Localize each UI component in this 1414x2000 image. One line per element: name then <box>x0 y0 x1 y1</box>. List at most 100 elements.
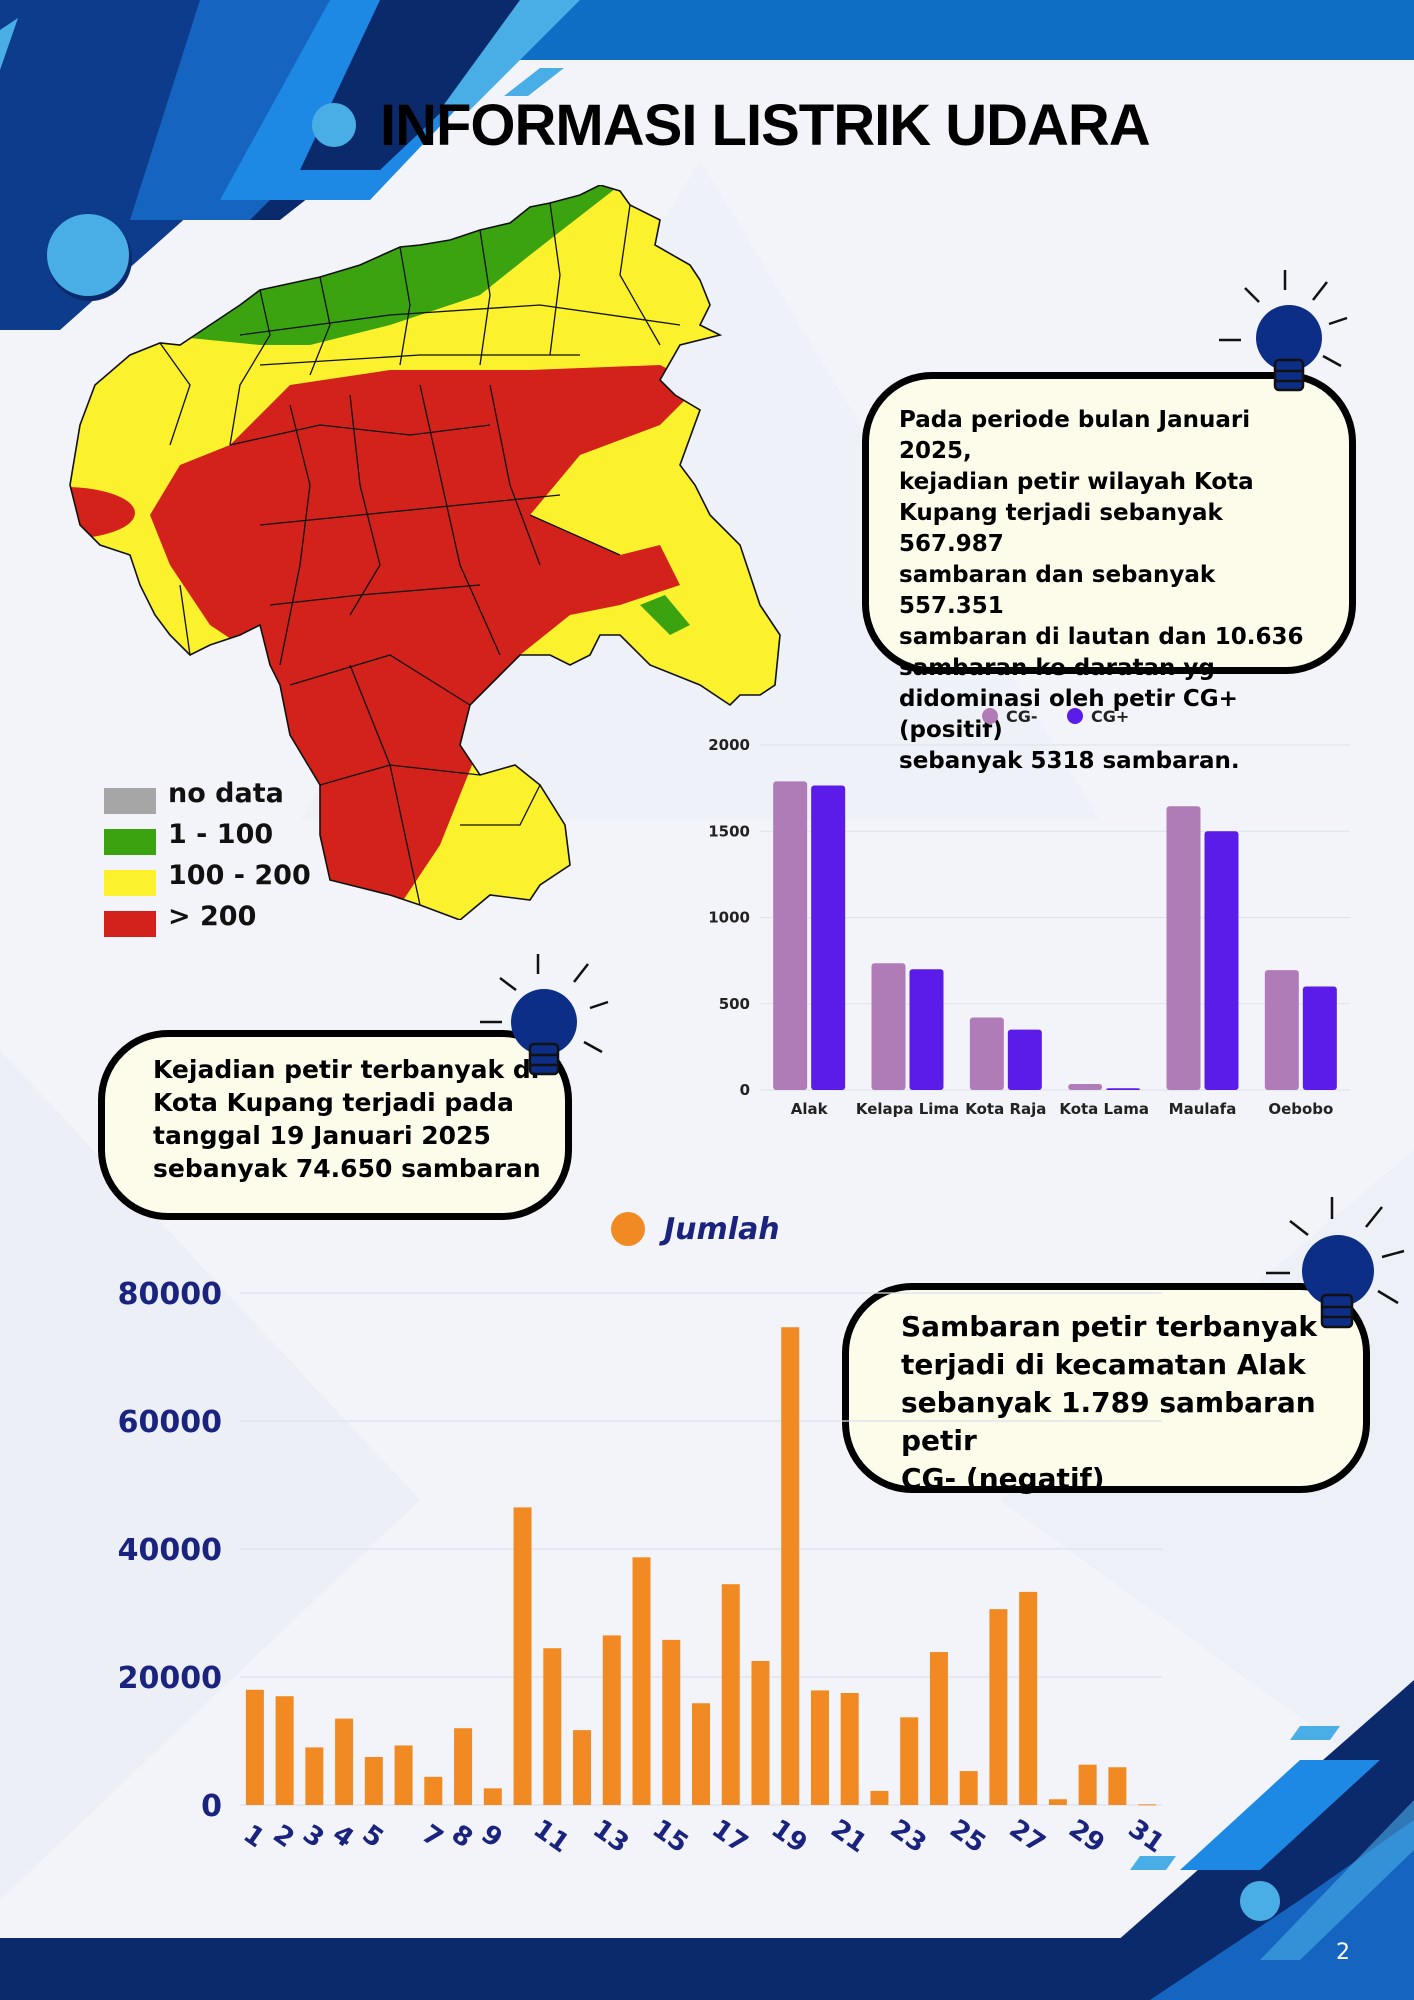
callout-period-summary: Pada periode bulan Januari 2025, kejadia… <box>862 372 1356 774</box>
x-tick-label: 8 <box>446 1819 478 1854</box>
callout-line: sambaran ke daratan yg <box>899 655 1215 681</box>
bar-day-29 <box>1078 1764 1097 1805</box>
lightbulb-icon <box>480 954 609 1076</box>
bar-day-28 <box>1048 1799 1067 1805</box>
legend-marker-CG+ <box>1067 708 1083 724</box>
bar-day-8 <box>454 1728 473 1805</box>
legend-label-jumlah: Jumlah <box>659 1212 780 1247</box>
bar-day-25 <box>959 1771 978 1805</box>
bar-CG+-maulafa <box>1204 831 1239 1090</box>
bar-CG+-alak <box>811 785 846 1090</box>
bar-CG--maulafa <box>1166 806 1201 1090</box>
y-tick-label: 80000 <box>118 1277 222 1312</box>
bar-day-4 <box>335 1718 354 1805</box>
x-tick-label: Alak <box>791 1100 829 1118</box>
lightbulb-icon <box>1219 270 1348 392</box>
callout-line: sambaran dan sebanyak 557.351 <box>899 562 1216 619</box>
x-tick-label: 21 <box>825 1814 872 1859</box>
title-bullet <box>312 103 356 147</box>
callout-line: sebanyak 74.650 sambaran <box>153 1154 541 1183</box>
x-tick-label: 25 <box>944 1814 991 1859</box>
x-tick-label: 11 <box>528 1814 575 1859</box>
page-number: 2 <box>1336 1940 1350 1965</box>
callout-line: tanggal 19 Januari 2025 <box>153 1121 491 1150</box>
legend-label-1-100: 1 - 100 <box>168 819 274 850</box>
x-tick-label: Kota Lama <box>1059 1100 1149 1118</box>
callout-line: sebanyak 5318 sambaran. <box>899 748 1240 774</box>
bar-CG+-oebobo <box>1302 986 1337 1090</box>
legend-label-no-data: no data <box>168 778 284 809</box>
bar-day-9 <box>483 1788 502 1805</box>
legend-label-over-200: > 200 <box>168 901 257 932</box>
callout-line: terjadi di kecamatan Alak <box>901 1348 1306 1381</box>
legend-swatch-100-200 <box>104 870 156 896</box>
bar-day-12 <box>573 1730 592 1805</box>
bar-day-16 <box>692 1703 710 1805</box>
bar-day-15 <box>662 1639 681 1805</box>
y-tick-label: 60000 <box>118 1405 222 1440</box>
x-tick-label: 17 <box>706 1814 753 1859</box>
callout-line: Kejadian petir terbanyak di <box>153 1055 540 1084</box>
x-tick-label: 29 <box>1063 1814 1110 1859</box>
bar-day-21 <box>840 1693 859 1805</box>
y-tick-label: 20000 <box>118 1661 222 1696</box>
bar-CG+-kelapa-lima <box>909 969 944 1090</box>
x-tick-label: 1 <box>238 1819 270 1854</box>
callout-line: sambaran di lautan dan 10.636 <box>899 624 1304 650</box>
callout-top-district: Sambaran petir terbanyak terjadi di keca… <box>842 1283 1370 1495</box>
callout-line: Pada periode bulan Januari 2025, <box>899 407 1251 464</box>
bar-day-17 <box>721 1584 740 1805</box>
x-tick-label: 31 <box>1123 1814 1170 1859</box>
x-tick-label: 23 <box>885 1814 932 1859</box>
bar-day-30 <box>1108 1767 1127 1805</box>
x-tick-label: 7 <box>416 1819 448 1854</box>
x-tick-label: 5 <box>357 1819 389 1854</box>
x-tick-label: Maulafa <box>1169 1100 1237 1118</box>
bar-day-11 <box>543 1648 562 1805</box>
legend-label-CG+: CG+ <box>1091 707 1129 726</box>
bar-day-18 <box>751 1661 770 1805</box>
callout-line: Sambaran petir terbanyak <box>901 1310 1317 1343</box>
legend-marker-CG- <box>982 708 998 724</box>
x-tick-label: Kelapa Lima <box>856 1100 959 1118</box>
bar-day-26 <box>989 1609 1008 1805</box>
x-tick-label: 3 <box>297 1819 329 1854</box>
bar-day-22 <box>870 1790 889 1805</box>
bar-day-13 <box>602 1635 621 1805</box>
bar-day-23 <box>900 1717 919 1805</box>
callout-line: sebanyak 1.789 sambaran petir <box>901 1386 1316 1457</box>
x-tick-label: 2 <box>267 1819 299 1854</box>
bar-CG--alak <box>773 781 808 1090</box>
bar-CG--kota-raja <box>969 1017 1004 1090</box>
legend-label-100-200: 100 - 200 <box>168 860 311 891</box>
bar-CG+-kota-raja <box>1007 1029 1042 1090</box>
callout-line: kejadian petir wilayah Kota <box>899 469 1254 495</box>
district-cg-bar-chart: CG- CG+ 0 500 1000 1500 2000 Alak Kelapa Lima Kot… <box>708 707 1350 1118</box>
bar-day-14 <box>632 1557 651 1805</box>
x-tick-label: Oebobo <box>1268 1100 1333 1118</box>
callout-line: didominasi oleh petir CG+ (positif) <box>899 686 1238 743</box>
bar-day-19 <box>781 1327 800 1805</box>
bar-CG--kelapa-lima <box>871 963 906 1090</box>
y-tick-label: 1500 <box>708 822 750 840</box>
kota-kupang-map <box>69 185 781 920</box>
callout-line: CG- (negatif) <box>901 1462 1105 1495</box>
bar-day-10 <box>513 1507 532 1805</box>
x-tick-label: Kota Raja <box>965 1100 1046 1118</box>
legend-label-CG-: CG- <box>1006 707 1038 726</box>
bar-day-3 <box>305 1747 324 1805</box>
x-tick-label: 9 <box>476 1819 508 1854</box>
legend-swatch-1-100 <box>104 829 156 855</box>
legend-swatch-over-200 <box>104 911 156 937</box>
bar-CG+-kota-lama <box>1106 1088 1141 1090</box>
bar-day-24 <box>929 1652 948 1805</box>
legend-marker-jumlah <box>611 1212 645 1246</box>
x-tick-label: 19 <box>766 1814 813 1859</box>
bar-day-1 <box>245 1689 264 1805</box>
bar-day-20 <box>810 1690 829 1805</box>
bar-day-27 <box>1019 1591 1038 1805</box>
bar-day-7 <box>424 1776 443 1805</box>
y-tick-label: 0 <box>201 1789 222 1824</box>
bar-CG--oebobo <box>1264 970 1299 1090</box>
